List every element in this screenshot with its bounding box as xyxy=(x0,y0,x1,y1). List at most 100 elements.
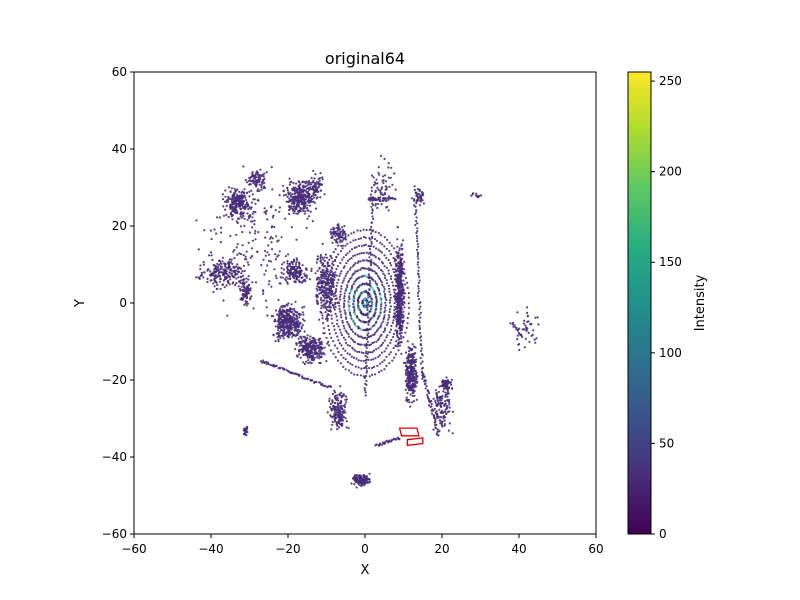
scatter-point xyxy=(380,322,383,325)
scatter-point xyxy=(301,375,304,378)
detection-box xyxy=(406,437,424,447)
scatter-point xyxy=(329,293,333,296)
scatter-point xyxy=(370,211,374,215)
scatter-point xyxy=(403,302,406,305)
scatter-point xyxy=(242,191,246,194)
scatter-point xyxy=(304,182,307,185)
scatter-point xyxy=(388,249,391,252)
scatter-point xyxy=(384,296,387,300)
scatter-point xyxy=(389,176,392,179)
scatter-point xyxy=(327,275,330,278)
scatter-point xyxy=(345,272,348,275)
scatter-point xyxy=(388,290,391,293)
scatter-point xyxy=(338,274,341,277)
scatter-point xyxy=(273,225,276,229)
scatter-point xyxy=(295,328,298,331)
scatter-point xyxy=(340,401,343,404)
scatter-point xyxy=(232,270,236,273)
scatter-point xyxy=(246,202,249,206)
scatter-point xyxy=(419,316,422,319)
scatter-point xyxy=(423,383,427,386)
scatter-point xyxy=(386,197,389,200)
scatter-point xyxy=(379,442,382,445)
scatter-point xyxy=(339,313,343,316)
scatter-point xyxy=(430,412,434,415)
scatter-point xyxy=(340,287,343,290)
scatter-point xyxy=(248,177,252,180)
scatter-point xyxy=(438,416,441,419)
scatter-point xyxy=(218,274,221,277)
scatter-point xyxy=(358,350,361,354)
scatter-point xyxy=(337,339,340,342)
scatter-point xyxy=(397,314,400,317)
scatter-point xyxy=(342,336,345,339)
scatter-point xyxy=(228,283,231,286)
scatter-point xyxy=(296,201,299,205)
scatter-point xyxy=(336,347,339,350)
scatter-point xyxy=(330,232,333,236)
scatter-point xyxy=(331,399,334,402)
colorbar-tick-label: 200 xyxy=(659,165,682,179)
scatter-point xyxy=(364,391,367,394)
scatter-point xyxy=(383,288,386,291)
scatter-point xyxy=(344,313,347,316)
scatter-point xyxy=(380,154,383,158)
scatter-point xyxy=(334,294,337,297)
scatter-point xyxy=(295,212,298,215)
scatter-point xyxy=(285,321,288,324)
scatter-point xyxy=(392,335,395,339)
y-tick-label: −60 xyxy=(102,527,127,541)
scatter-point xyxy=(406,392,409,395)
scatter-point xyxy=(385,364,388,367)
scatter-point xyxy=(340,285,343,288)
scatter-point xyxy=(344,358,347,361)
scatter-point xyxy=(365,383,368,386)
scatter-point xyxy=(229,234,232,237)
scatter-point xyxy=(398,309,401,313)
scatter-point xyxy=(336,411,339,414)
scatter-point xyxy=(319,196,322,199)
scatter-point xyxy=(516,334,519,337)
scatter-point xyxy=(394,344,397,347)
scatter-point xyxy=(401,283,404,286)
scatter-point xyxy=(317,177,320,180)
scatter-point xyxy=(251,193,254,196)
scatter-point xyxy=(407,296,410,299)
scatter-point xyxy=(347,281,350,284)
scatter-point xyxy=(291,331,294,334)
scatter-point xyxy=(238,200,241,203)
scatter-point xyxy=(332,352,335,355)
scatter-point xyxy=(370,189,373,192)
scatter-point xyxy=(402,297,405,300)
scatter-point xyxy=(337,244,340,247)
scatter-point xyxy=(383,327,387,330)
scatter-point xyxy=(342,232,345,235)
scatter-point xyxy=(388,353,391,356)
scatter-point xyxy=(536,316,539,319)
scatter-point xyxy=(302,195,305,198)
scatter-point xyxy=(440,399,443,402)
scatter-point xyxy=(321,317,324,320)
scatter-point xyxy=(325,281,328,284)
scatter-point xyxy=(366,308,369,311)
scatter-point xyxy=(383,311,386,314)
scatter-point xyxy=(430,405,433,408)
scatter-point xyxy=(443,423,447,426)
scatter-point xyxy=(350,328,353,331)
scatter-point xyxy=(256,188,260,191)
scatter-point xyxy=(199,264,202,267)
scatter-point xyxy=(269,237,272,240)
scatter-point xyxy=(368,275,371,278)
scatter-point xyxy=(325,308,328,311)
scatter-point xyxy=(355,270,359,273)
scatter-point xyxy=(321,314,324,317)
scatter-point xyxy=(302,209,305,212)
scatter-point xyxy=(238,190,241,193)
scatter-point xyxy=(316,255,319,258)
scatter-point xyxy=(412,379,415,382)
scatter-point xyxy=(420,347,423,350)
detection-box xyxy=(398,427,420,437)
scatter-point xyxy=(345,395,348,398)
x-tick-label: 0 xyxy=(361,542,369,556)
